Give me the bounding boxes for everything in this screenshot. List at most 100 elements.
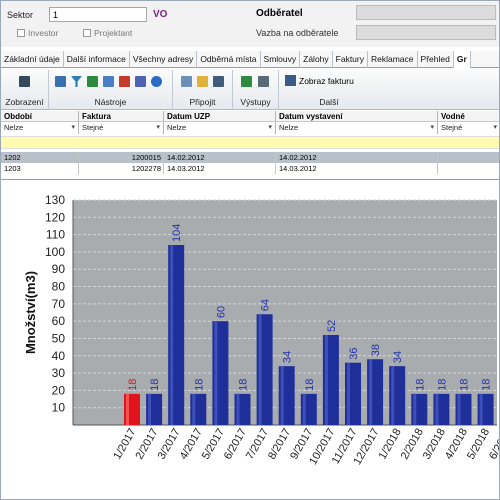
tab-graf[interactable]: Gr: [453, 51, 471, 68]
col-header-faktura[interactable]: Faktura: [79, 111, 164, 122]
filter-datum-vystaveni[interactable]: Nelze ▾: [276, 122, 438, 134]
camera-icon[interactable]: [213, 76, 224, 87]
settings-icon[interactable]: [135, 76, 146, 87]
vazba-label: Vazba na odběratele: [256, 28, 339, 38]
tab-prehled[interactable]: Přehled: [418, 51, 454, 68]
document-icon[interactable]: [197, 76, 208, 87]
y-tick-label: 90: [52, 262, 66, 276]
group-pripojit: Připojit: [173, 70, 233, 110]
group-vystupy-label: Výstupy: [240, 97, 271, 107]
y-tick-label: 50: [52, 331, 66, 345]
zobraz-fakturu-label: Zobraz fakturu: [299, 75, 354, 86]
table-row[interactable]: 1202 1200015 14.02.2012 14.02.2012: [1, 152, 499, 163]
header-panel: Sektor 1 VO Investor Projektant Odběrate…: [1, 1, 499, 47]
delete-icon[interactable]: [119, 76, 130, 87]
cell-faktura: 1202278: [79, 163, 164, 174]
tab-dalsi-informace[interactable]: Další informace: [64, 51, 130, 68]
chevron-down-icon[interactable]: ▾: [71, 124, 75, 131]
zobraz-fakturu-button[interactable]: Zobraz fakturu: [285, 75, 354, 86]
sektor-code: VO: [153, 9, 168, 20]
filter-faktura-value: Stejné: [82, 123, 104, 132]
data-label: 18: [459, 379, 471, 391]
bar-highlight: [126, 393, 129, 425]
projektant-checkbox[interactable]: Projektant: [83, 28, 132, 38]
data-label: 104: [171, 224, 183, 242]
view-icon[interactable]: [19, 76, 30, 87]
filter-datum-uzp[interactable]: Nelze ▾: [164, 122, 276, 134]
data-label: 52: [326, 320, 338, 332]
help-icon[interactable]: [151, 76, 162, 87]
investor-checkbox-box[interactable]: [17, 29, 25, 37]
bar-highlight: [347, 362, 350, 425]
new-row-input[interactable]: [1, 136, 499, 149]
y-tick-label: 120: [45, 210, 65, 224]
x-tick-label: 6/2018: [487, 427, 500, 462]
bar-highlight: [214, 321, 218, 425]
bar-highlight: [170, 245, 174, 425]
data-label: 34: [282, 351, 294, 363]
filter-icon[interactable]: [71, 76, 82, 87]
group-zobrazeni: Zobrazení: [1, 70, 49, 110]
col-header-vodne[interactable]: Vodné: [438, 111, 499, 122]
y-tick-label: 10: [52, 401, 66, 415]
bar-highlight: [413, 393, 417, 425]
cell-vodne: [438, 152, 499, 163]
investor-label: Investor: [28, 28, 59, 38]
cell-obdobi: 1202: [1, 152, 79, 163]
grid-icon[interactable]: [55, 76, 66, 87]
data-label: 18: [149, 379, 161, 391]
projektant-checkbox-box[interactable]: [83, 29, 91, 37]
cell-faktura: 1200015: [79, 152, 164, 163]
filter-vodne[interactable]: Stejné ▾: [438, 122, 499, 134]
bar-highlight: [192, 393, 196, 425]
filter-obdobi[interactable]: Nelze ▾: [1, 122, 79, 134]
data-label: 18: [304, 379, 316, 391]
group-nastroje-label: Nástroje: [94, 97, 127, 107]
tab-vsechny-adresy[interactable]: Všechny adresy: [130, 51, 198, 68]
bar-highlight: [148, 393, 152, 425]
y-tick-label: 40: [52, 349, 66, 363]
y-tick-label: 30: [52, 366, 66, 380]
chevron-down-icon[interactable]: ▾: [156, 124, 160, 131]
tab-odberna-mista[interactable]: Odběrná místa: [197, 51, 261, 68]
chevron-down-icon[interactable]: ▾: [493, 124, 497, 131]
col-header-datum-uzp[interactable]: Datum UZP: [164, 111, 276, 122]
filter-datum-uzp-value: Nelze: [167, 123, 187, 132]
print-icon[interactable]: [258, 76, 269, 87]
invoice-icon: [285, 75, 296, 86]
filter-faktura[interactable]: Stejné ▾: [79, 122, 164, 134]
y-axis-label: Množství(m3): [23, 271, 38, 354]
cell-datum-vystaveni: 14.03.2012: [276, 163, 438, 174]
calendar-icon[interactable]: [103, 76, 114, 87]
tab-zalohy[interactable]: Zálohy: [300, 51, 333, 68]
bar-chart-svg: 10 20 30 40 50 60 70 80 90 100 110 120 130 Množství(m…: [23, 193, 500, 467]
tab-zakladni-udaje[interactable]: Základní údaje: [1, 51, 64, 68]
table-row[interactable]: 1203 1202278 14.03.2012 14.03.2012: [1, 163, 499, 174]
attach-icon[interactable]: [181, 76, 192, 87]
ribbon-toolbar: Zobrazení Nástroje Připojit Výstupy: [1, 70, 499, 110]
tab-faktury[interactable]: Faktury: [333, 51, 368, 68]
chevron-down-icon[interactable]: ▾: [430, 124, 434, 131]
tab-smlouvy[interactable]: Smlouvy: [261, 51, 301, 68]
excel-icon[interactable]: [241, 76, 252, 87]
sektor-value: 1: [53, 10, 59, 20]
col-header-obdobi[interactable]: Období: [1, 111, 79, 122]
tab-bar: Základní údaje Další informace Všechny a…: [1, 51, 499, 68]
chevron-down-icon[interactable]: ▾: [268, 124, 272, 131]
y-tick-label: 110: [46, 228, 65, 242]
vazba-field[interactable]: [356, 25, 496, 40]
data-label: 36: [348, 347, 360, 359]
group-vystupy: Výstupy: [233, 70, 279, 110]
group-pripojit-label: Připojit: [189, 97, 216, 107]
sektor-field[interactable]: 1: [49, 7, 147, 22]
table-icon[interactable]: [87, 76, 98, 87]
odberatel-field[interactable]: [356, 5, 496, 20]
tab-reklamace[interactable]: Reklamace: [368, 51, 418, 68]
col-header-datum-vystaveni[interactable]: Datum vystavení: [276, 111, 438, 122]
y-tick-label: 60: [52, 314, 66, 328]
bar-highlight: [236, 393, 240, 425]
data-label: 38: [370, 344, 382, 356]
investor-checkbox[interactable]: Investor: [17, 28, 58, 38]
data-label: 18: [127, 379, 139, 391]
